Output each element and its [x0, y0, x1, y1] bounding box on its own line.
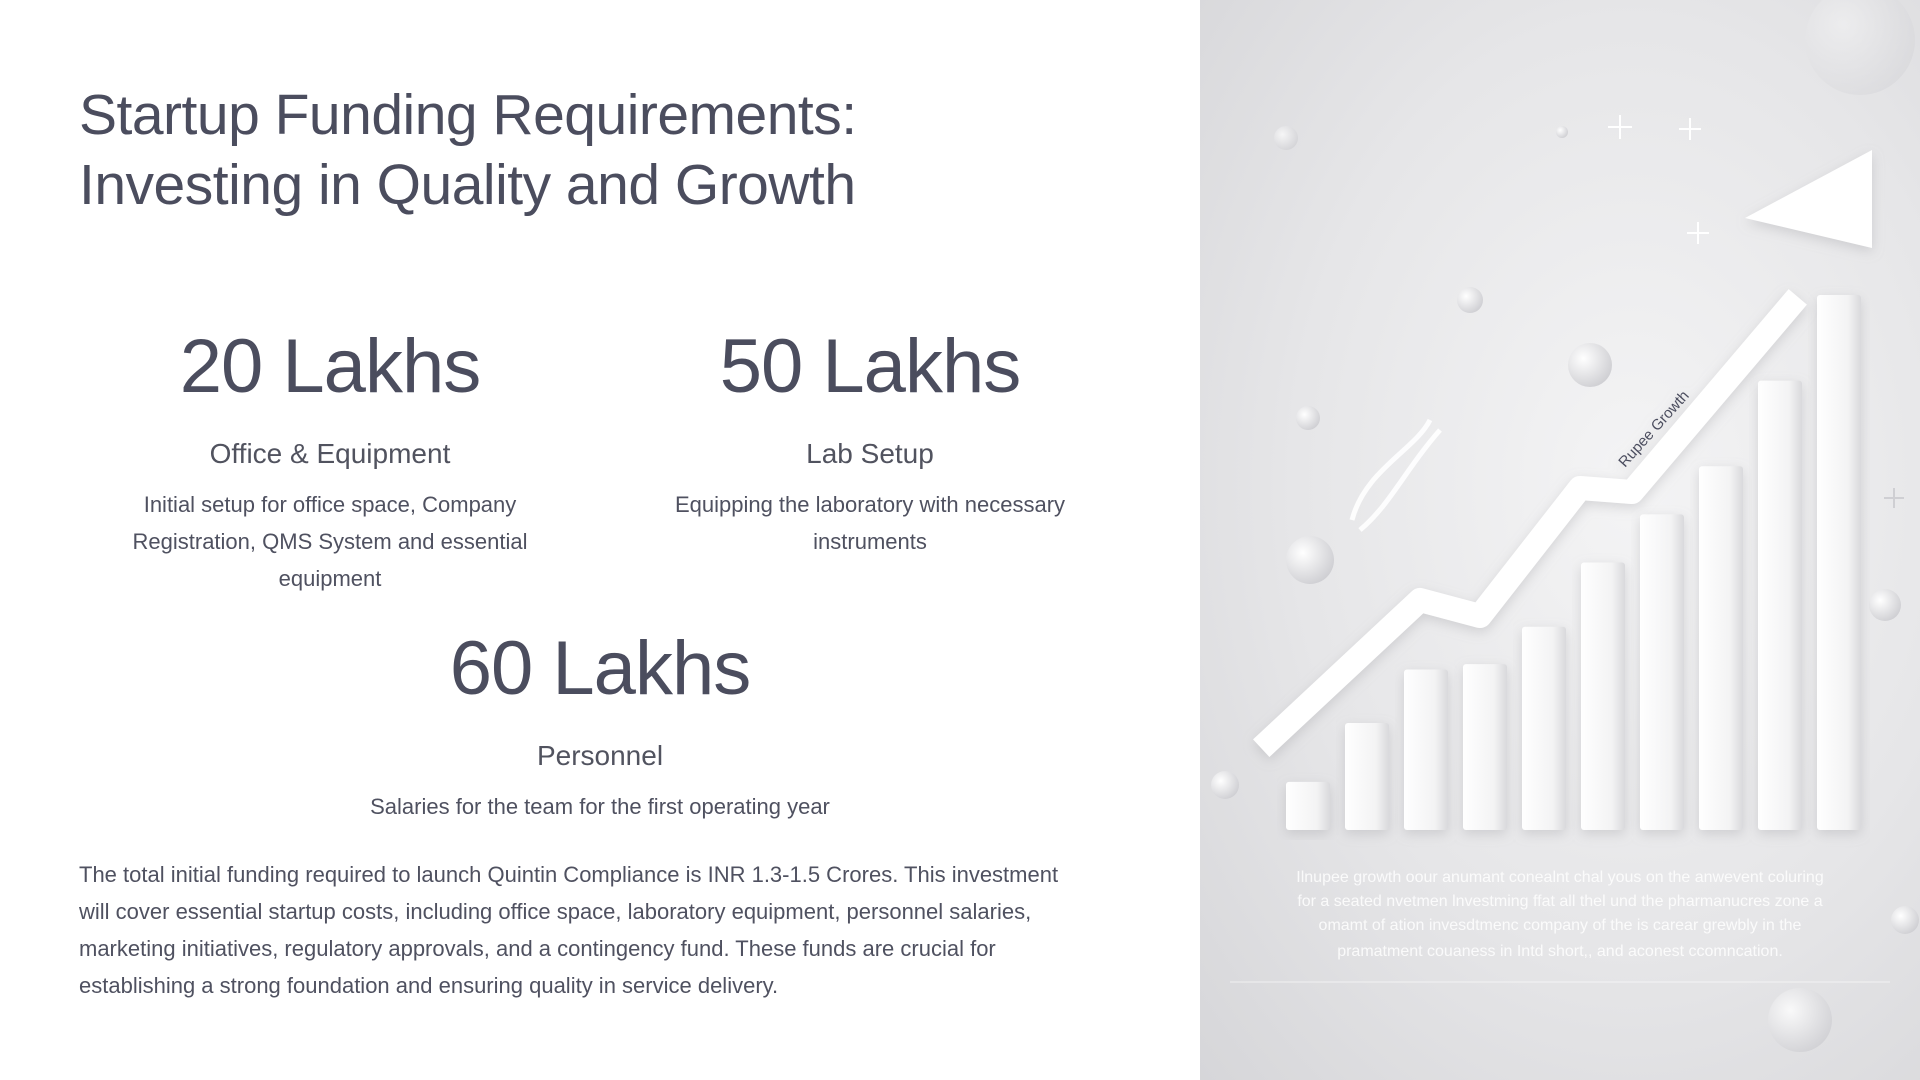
sphere-icon	[1274, 126, 1298, 150]
sphere-icon	[1211, 771, 1239, 799]
sphere-icon	[1805, 0, 1915, 95]
growth-bar	[1817, 295, 1861, 830]
growth-bars	[1286, 295, 1861, 830]
growth-bar	[1463, 664, 1507, 830]
growth-bar	[1699, 466, 1743, 830]
description-line: Registration, QMS System and essential	[132, 529, 528, 554]
funding-card-personnel: 60 Lakhs Personnel Salaries for the team…	[300, 624, 900, 825]
funding-amount: 60 Lakhs	[449, 626, 751, 711]
funding-amount: 50 Lakhs	[719, 324, 1021, 409]
sparkle-icon	[1608, 115, 1632, 139]
description-line: equipment	[278, 566, 382, 591]
funding-description: Salaries for the team for the first oper…	[300, 788, 900, 825]
summary-paragraph: The total initial funding required to la…	[79, 856, 1139, 1004]
growth-bar	[1522, 626, 1566, 830]
sphere-icon	[1768, 988, 1832, 1052]
summary-line: will cover essential startup costs, incl…	[79, 899, 1032, 924]
growth-arrow-line	[1253, 289, 1807, 757]
description-line: Salaries for the team for the first oper…	[370, 794, 830, 819]
funding-label: Personnel	[536, 740, 664, 771]
growth-illustration: Rupee Growth Ilnupee growth oour anumant…	[1200, 0, 1920, 1080]
funding-card-lab: 50 Lakhs Lab Setup Equipping the laborat…	[640, 322, 1100, 560]
sphere-icon	[1457, 287, 1483, 313]
funding-description: Initial setup for office space, Company …	[110, 486, 550, 597]
growth-bar	[1758, 380, 1802, 830]
sphere-icon	[1286, 536, 1334, 584]
growth-bar	[1286, 781, 1330, 830]
caption-line: Ilnupee growth oour anumant conealnt cha…	[1296, 869, 1823, 886]
description-line: Equipping the laboratory with necessary	[674, 492, 1066, 517]
decorative-spheres	[1211, 0, 1919, 1052]
growth-bar	[1404, 669, 1448, 830]
funding-label: Lab Setup	[806, 438, 934, 469]
dna-helix-icon	[1349, 418, 1442, 532]
summary-line: marketing initiatives, regulatory approv…	[79, 936, 996, 961]
title-line-2: Investing in Quality and Growth	[79, 153, 856, 217]
sphere-icon	[1568, 343, 1612, 387]
description-line: Initial setup for office space, Company	[143, 492, 517, 517]
sparkle-icon	[1884, 488, 1904, 508]
caption-line: omamt of ation invesdtmenc company of th…	[1319, 917, 1802, 934]
illustration-caption: Ilnupee growth oour anumant conealnt cha…	[1296, 869, 1823, 960]
summary-line: establishing a strong foundation and ens…	[79, 973, 779, 998]
funding-label: Office & Equipment	[209, 438, 451, 469]
sparkle-icon	[1687, 222, 1709, 244]
caption-line: pramatment couaness in Intd short,, and …	[1337, 943, 1783, 960]
sphere-icon	[1296, 406, 1320, 430]
growth-illustration-svg: Rupee Growth Ilnupee growth oour anumant…	[1211, 0, 1919, 1052]
sparkle-icons	[1608, 115, 1904, 508]
arrow-head-icon	[1745, 150, 1872, 248]
summary-line: The total initial funding required to la…	[79, 862, 1059, 887]
sparkle-icon	[1679, 118, 1701, 140]
sphere-icon	[1891, 906, 1919, 934]
funding-card-office: 20 Lakhs Office & Equipment Initial setu…	[110, 322, 550, 597]
sphere-icon	[1556, 126, 1568, 138]
title-line-1: Startup Funding Requirements:	[79, 83, 857, 147]
funding-description: Equipping the laboratory with necessary …	[640, 486, 1100, 560]
growth-bar	[1345, 723, 1389, 830]
slide-title: Startup Funding Requirements: Investing …	[79, 80, 1129, 220]
funding-amount: 20 Lakhs	[179, 324, 481, 409]
sphere-icon	[1869, 589, 1901, 621]
growth-bar	[1581, 562, 1625, 830]
slide-content: Startup Funding Requirements: Investing …	[79, 80, 1139, 1004]
description-line: instruments	[813, 529, 927, 554]
growth-bar	[1640, 514, 1684, 830]
caption-line: for a seated nvetmen lnvestming ffat all…	[1297, 893, 1822, 910]
